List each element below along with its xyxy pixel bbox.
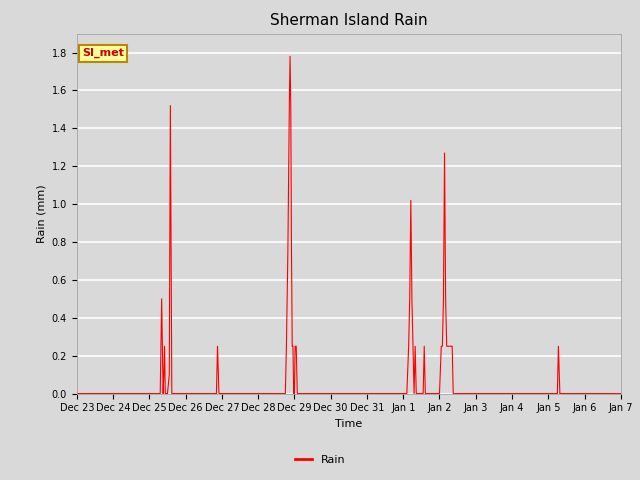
Legend: Rain: Rain: [291, 451, 349, 469]
X-axis label: Time: Time: [335, 419, 362, 429]
Title: Sherman Island Rain: Sherman Island Rain: [270, 13, 428, 28]
Text: SI_met: SI_met: [82, 48, 124, 58]
Y-axis label: Rain (mm): Rain (mm): [36, 184, 46, 243]
